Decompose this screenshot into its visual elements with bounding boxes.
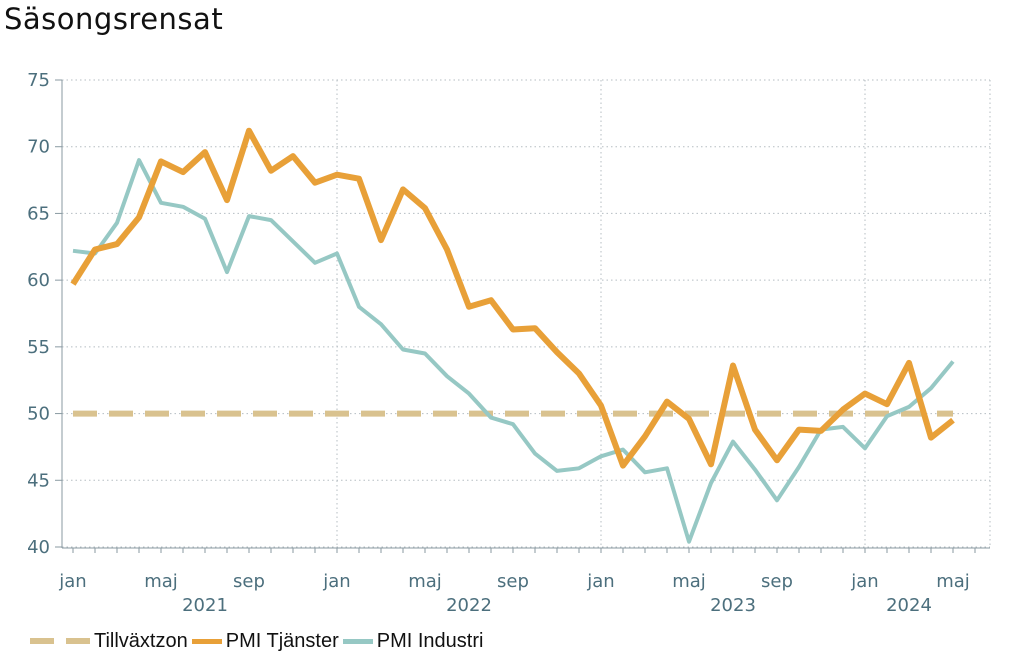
axes: 40 45 50 55 60 65 70 75 jan maj sep jan maj sep jan maj… xyxy=(27,70,990,616)
legend: Tillväxtzon PMI Tjänster PMI Industri xyxy=(30,628,487,654)
year-label: 2023 xyxy=(710,595,756,616)
y-tick-label: 55 xyxy=(27,337,50,358)
legend-label: PMI Industri xyxy=(376,629,484,652)
x-tick-label: jan xyxy=(586,571,614,592)
x-tick-label: sep xyxy=(761,571,793,592)
x-tick-label: maj xyxy=(936,571,970,592)
legend-label: Tillväxtzon xyxy=(94,629,188,652)
y-tick-label: 70 xyxy=(27,137,50,158)
x-tick-label: maj xyxy=(408,571,442,592)
x-tick-label: sep xyxy=(497,571,529,592)
series-line-pmi-industri xyxy=(72,158,955,544)
x-tick-label: sep xyxy=(233,571,265,592)
series-line-pmi-tj-nster xyxy=(70,127,955,469)
legend-item-tillvaxtzon: Tillväxtzon xyxy=(30,628,188,654)
y-tick-label: 60 xyxy=(27,270,50,291)
y-tick-label: 40 xyxy=(27,537,50,558)
series-layer xyxy=(70,127,955,544)
legend-item-pmi-industri: PMI Industri xyxy=(342,629,484,653)
y-tick-label: 50 xyxy=(27,404,50,425)
y-tick-label: 75 xyxy=(27,70,50,91)
x-tick-label: maj xyxy=(672,571,706,592)
grid xyxy=(62,79,991,548)
x-tick-label: jan xyxy=(58,571,86,592)
year-label: 2024 xyxy=(886,595,932,616)
y-tick-label: 65 xyxy=(27,203,50,224)
year-label: 2021 xyxy=(182,595,228,616)
year-label: 2022 xyxy=(446,595,492,616)
legend-item-pmi-tjanster: PMI Tjänster xyxy=(191,629,339,653)
y-tick-label: 45 xyxy=(27,470,50,491)
legend-swatch-dashed xyxy=(30,628,92,654)
chart-title: Säsongsrensat xyxy=(4,2,224,36)
legend-swatch-teal xyxy=(342,638,373,644)
x-tick-label: maj xyxy=(144,571,178,592)
x-tick-label: jan xyxy=(850,571,878,592)
legend-label: PMI Tjänster xyxy=(225,629,339,652)
line-chart: 40 45 50 55 60 65 70 75 jan maj sep jan maj sep jan maj… xyxy=(27,70,991,616)
legend-swatch-orange xyxy=(191,638,222,644)
x-tick-label: jan xyxy=(322,571,350,592)
